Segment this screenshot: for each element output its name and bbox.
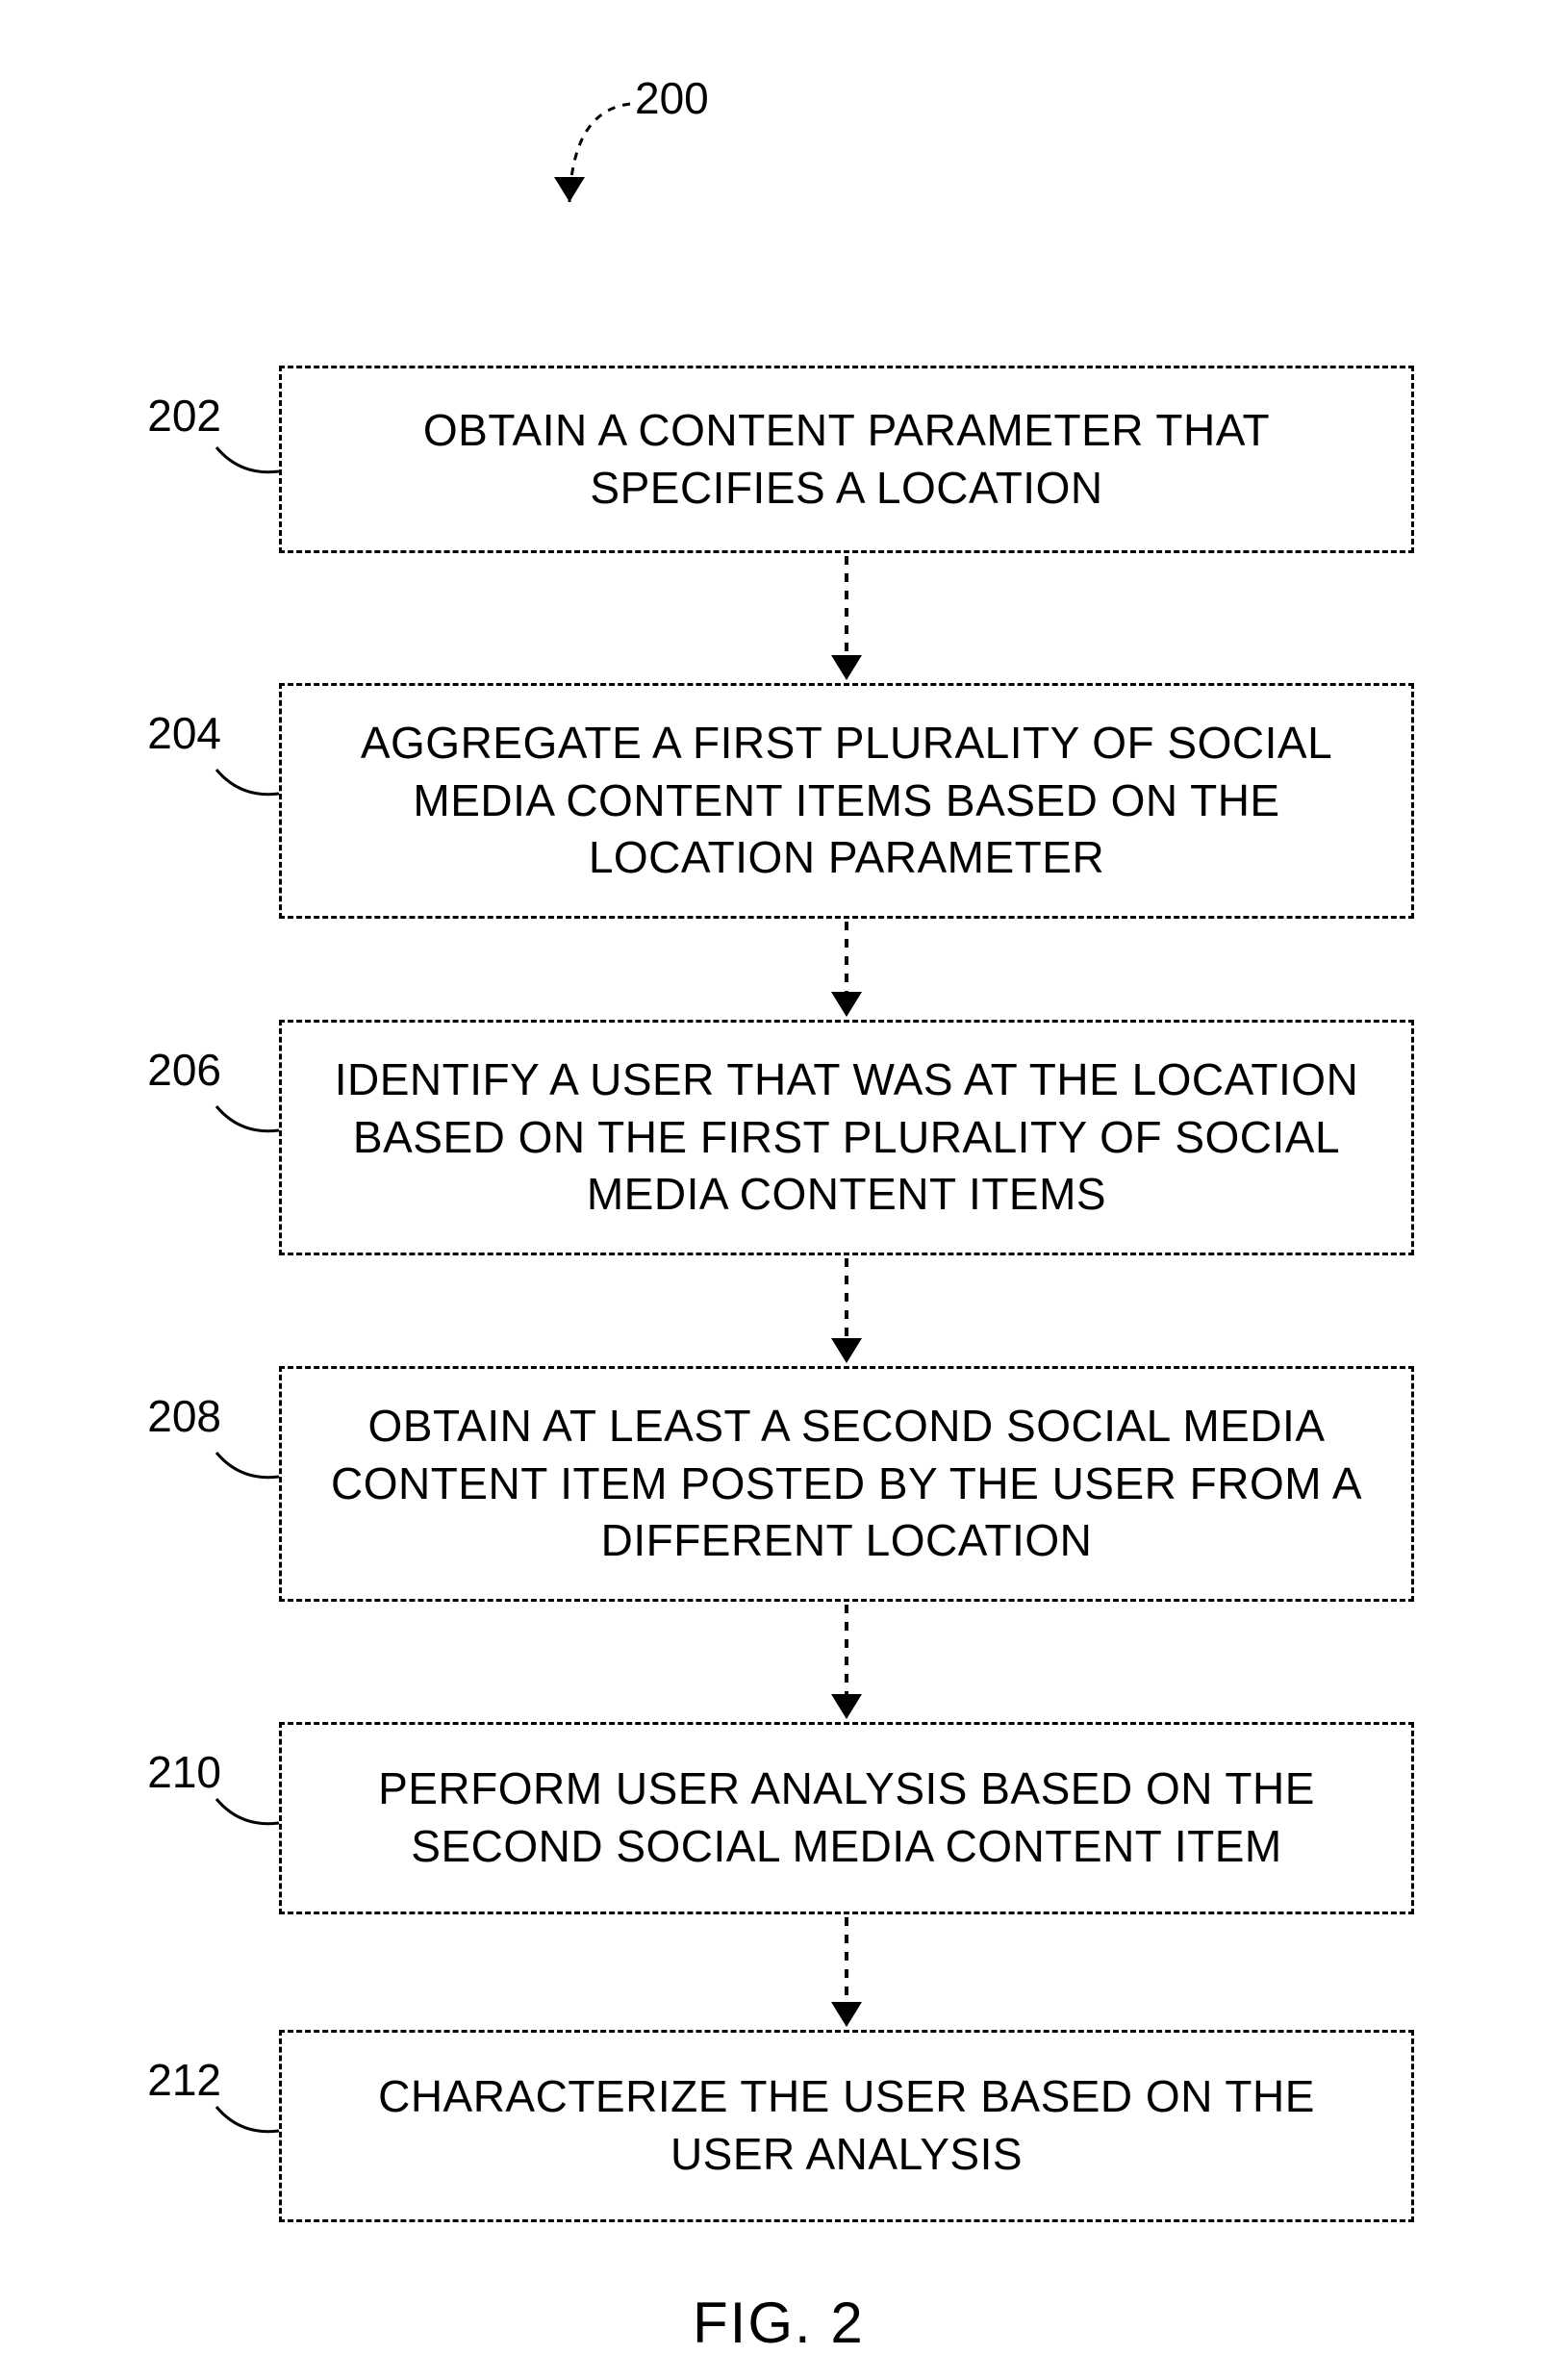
- flow-step-text: OBTAIN A CONTENT PARAMETER THAT SPECIFIE…: [311, 402, 1382, 518]
- flow-step-text: CHARACTERIZE THE USER BASED ON THE USER …: [311, 2068, 1382, 2184]
- flow-step-box: AGGREGATE A FIRST PLURALITY OF SOCIAL ME…: [279, 683, 1414, 919]
- flow-step-box: PERFORM USER ANALYSIS BASED ON THE SECON…: [279, 1722, 1414, 1914]
- flow-step-box: CHARACTERIZE THE USER BASED ON THE USER …: [279, 2030, 1414, 2222]
- flow-step-text: PERFORM USER ANALYSIS BASED ON THE SECON…: [311, 1760, 1382, 1876]
- flow-step-ref: 212: [115, 2054, 221, 2106]
- flow-step-box: OBTAIN AT LEAST A SECOND SOCIAL MEDIA CO…: [279, 1366, 1414, 1602]
- flow-step-text: OBTAIN AT LEAST A SECOND SOCIAL MEDIA CO…: [311, 1398, 1382, 1570]
- flow-step-ref: 206: [115, 1044, 221, 1096]
- figure-caption: FIG. 2: [693, 2290, 865, 2356]
- flow-step-ref: 210: [115, 1746, 221, 1798]
- flow-step-ref: 204: [115, 707, 221, 759]
- flow-step-box: IDENTIFY A USER THAT WAS AT THE LOCATION…: [279, 1020, 1414, 1255]
- flow-step-text: IDENTIFY A USER THAT WAS AT THE LOCATION…: [311, 1051, 1382, 1224]
- flowchart-canvas: 200 OBTAIN A CONTENT PARAMETER THAT SPEC…: [0, 0, 1568, 2380]
- flow-step-ref: 202: [115, 390, 221, 442]
- flow-step-text: AGGREGATE A FIRST PLURALITY OF SOCIAL ME…: [311, 715, 1382, 887]
- flow-step-box: OBTAIN A CONTENT PARAMETER THAT SPECIFIE…: [279, 366, 1414, 553]
- flow-step-ref: 208: [115, 1390, 221, 1442]
